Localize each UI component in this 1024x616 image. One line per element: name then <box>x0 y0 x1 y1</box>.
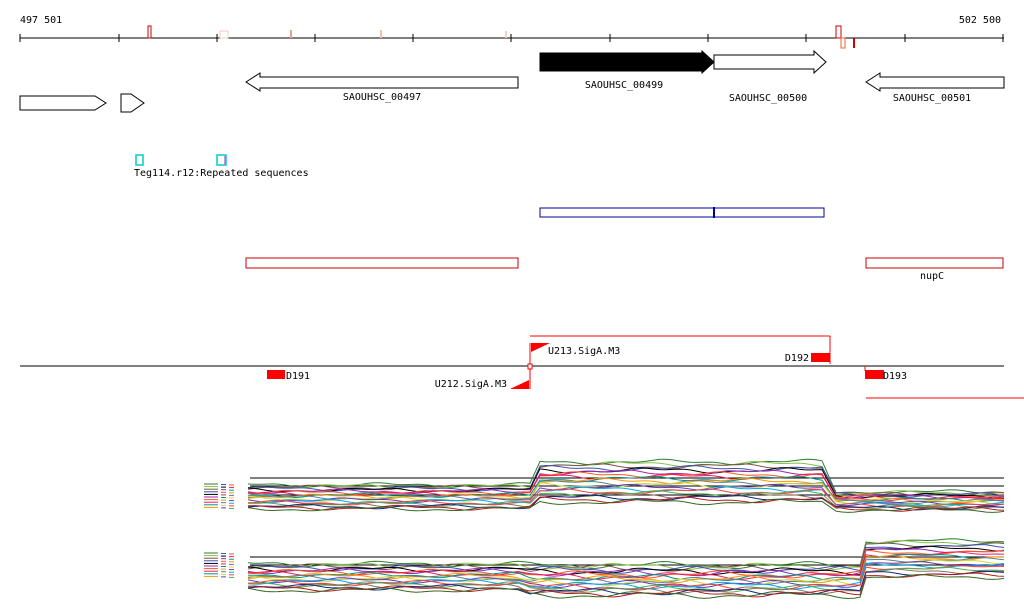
annotation-box[interactable] <box>245 257 519 269</box>
expression-panel-top <box>204 458 1005 513</box>
gene-label-saouhsc-00501: SAOUHSC_00501 <box>893 93 971 104</box>
expression-series-line <box>247 568 1005 595</box>
feature-track: U213.SigA.M3 U212.SigA.M3 D191 D192 D193 <box>20 335 1024 399</box>
expression-series-line <box>247 540 1004 571</box>
operon-box[interactable] <box>539 207 825 218</box>
repeat-marker[interactable] <box>216 154 227 166</box>
gene-arrow-saouhsc-00500[interactable] <box>713 49 827 75</box>
expression-series-line <box>247 471 1005 501</box>
expression-series-line <box>247 483 1005 507</box>
feature-label-d191: D191 <box>286 371 310 382</box>
ruler-mark <box>840 37 846 49</box>
promoter-flag-u213[interactable] <box>531 343 550 352</box>
expression-series-line <box>247 570 1005 596</box>
annotation-track: nupC <box>245 257 1004 282</box>
expression-series-line <box>247 549 1005 579</box>
ruler-mark <box>147 25 152 39</box>
gene-label-saouhsc-00497: SAOUHSC_00497 <box>343 92 421 103</box>
gene-arrow[interactable] <box>120 93 145 113</box>
expression-series-line <box>247 477 1005 504</box>
ruler-end-label: 502 500 <box>959 15 1001 26</box>
expression-series-line <box>247 490 1005 510</box>
expression-panel-bottom <box>204 538 1005 600</box>
gene-track: SAOUHSC_00497 SAOUHSC_00499 SAOUHSC_0050… <box>19 49 1005 113</box>
repeat-track: Teg114.r12:Repeated sequences <box>134 154 309 179</box>
expression-series-line <box>247 553 1005 582</box>
gene-label-saouhsc-00499: SAOUHSC_00499 <box>585 80 663 91</box>
gene-arrow-saouhsc-00497[interactable] <box>245 72 519 92</box>
ruler-start-label: 497 501 <box>20 15 62 26</box>
gene-label-saouhsc-00500: SAOUHSC_00500 <box>729 93 807 104</box>
gene-arrow-saouhsc-00499[interactable] <box>539 49 715 75</box>
expression-series-line <box>247 498 1005 513</box>
ruler-track: 497 501 502 500 <box>19 15 1004 49</box>
ruler-ticks <box>19 34 1004 42</box>
terminator-d193[interactable] <box>865 370 884 379</box>
feature-label-u212: U212.SigA.M3 <box>435 379 507 390</box>
terminator-d191[interactable] <box>267 370 285 379</box>
expression-series-line <box>247 561 1005 589</box>
ruler-mark <box>219 30 229 39</box>
expression-series-line <box>247 492 1005 510</box>
ruler-mark <box>835 25 842 39</box>
annotation-label-nupc: nupC <box>920 271 944 282</box>
expression-series-line <box>247 458 1005 495</box>
gene-arrow-saouhsc-00501[interactable] <box>865 72 1005 92</box>
promoter-marker[interactable] <box>527 363 533 370</box>
feature-label-u213: U213.SigA.M3 <box>548 346 620 357</box>
annotation-box-nupc[interactable] <box>865 257 1004 269</box>
expression-series-line <box>247 469 1005 500</box>
promoter-flag-u212[interactable] <box>510 380 529 389</box>
ruler-marks <box>147 25 855 49</box>
gene-arrow[interactable] <box>19 95 107 111</box>
operon-track <box>539 207 825 218</box>
repeat-label: Teg114.r12:Repeated sequences <box>134 168 309 179</box>
feature-label-d192: D192 <box>785 353 809 364</box>
repeat-marker[interactable] <box>135 154 144 166</box>
expression-series-line <box>247 555 1005 584</box>
terminator-d192[interactable] <box>811 353 830 362</box>
expression-series-line <box>247 543 1005 574</box>
feature-label-d193: D193 <box>883 371 907 382</box>
expression-series-line <box>247 574 1005 600</box>
